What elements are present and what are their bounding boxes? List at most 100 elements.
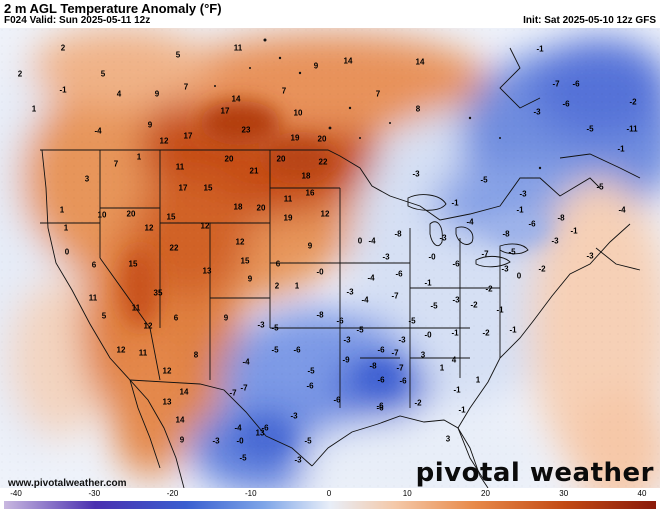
anomaly-value: -7 (481, 249, 489, 259)
anomaly-value: -8 (316, 310, 324, 320)
anomaly-value: 1 (63, 223, 69, 233)
anomaly-value: -1 (59, 85, 67, 95)
anomaly-value: -1 (451, 198, 459, 208)
anomaly-value: -5 (271, 323, 279, 333)
anomaly-value: 14 (179, 387, 189, 397)
anomaly-value: -6 (528, 219, 536, 229)
anomaly-value: -5 (307, 366, 315, 376)
anomaly-value: 1 (475, 375, 481, 385)
anomaly-value: 17 (183, 131, 193, 141)
anomaly-value: -5 (430, 301, 438, 311)
anomaly-value: 10 (97, 210, 107, 220)
anomaly-value: -5 (596, 182, 604, 192)
map-title: 2 m AGL Temperature Anomaly (°F) (4, 1, 222, 16)
anomaly-value: -2 (629, 97, 637, 107)
anomaly-value: -4 (361, 295, 369, 305)
anomaly-value: -8 (557, 213, 565, 223)
anomaly-value: 13 (255, 428, 265, 438)
anomaly-value: -1 (536, 44, 544, 54)
anomaly-value: -4 (618, 205, 626, 215)
anomaly-value: 15 (203, 183, 213, 193)
anomaly-value: -4 (242, 357, 250, 367)
anomaly-value: -5 (304, 436, 312, 446)
anomaly-value: -3 (439, 233, 447, 243)
anomaly-value: -3 (501, 264, 509, 274)
anomaly-value: 12 (235, 237, 245, 247)
anomaly-value: -8 (369, 361, 377, 371)
init-time: Init: Sat 2025-05-10 12z GFS (523, 15, 656, 26)
anomaly-value: 14 (343, 56, 353, 66)
anomaly-value: -6 (376, 401, 384, 411)
anomaly-value: -4 (94, 126, 102, 136)
anomaly-value: -11 (626, 124, 638, 134)
anomaly-value: 13 (202, 266, 212, 276)
anomaly-value: -5 (508, 247, 516, 257)
anomaly-map[interactable]: 2 5 11 5 7 14 2 -1 4 9 1 17 7 9 14 7 14 8 10 -4 9 12 23 17 19 20 7… (0, 28, 660, 488)
colorbar: -40 -30 -20 -10 0 10 20 30 40 (0, 488, 660, 510)
anomaly-value: -6 (395, 269, 403, 279)
anomaly-value: -3 (294, 455, 302, 465)
anomaly-value: -0 (236, 436, 244, 446)
anomaly-value: -4 (234, 423, 242, 433)
anomaly-value: 22 (318, 157, 328, 167)
anomaly-value: -7 (391, 291, 399, 301)
anomaly-value: 14 (175, 415, 185, 425)
colorbar-tick: 20 (481, 489, 490, 498)
anomaly-value: 9 (154, 89, 160, 99)
anomaly-value: -6 (572, 79, 580, 89)
anomaly-value: 11 (283, 194, 293, 204)
anomaly-value: -6 (333, 395, 341, 405)
anomaly-value: 5 (100, 69, 106, 79)
colorbar-tick: 0 (326, 489, 332, 498)
colorbar-tick: -20 (166, 489, 179, 498)
anomaly-value: 10 (293, 108, 303, 118)
anomaly-value: 9 (179, 435, 185, 445)
anomaly-value: 11 (138, 348, 148, 358)
anomaly-value: 18 (233, 202, 243, 212)
anomaly-value: 1 (136, 152, 142, 162)
colorbar-tick: -10 (244, 489, 257, 498)
anomaly-value: 4 (116, 89, 122, 99)
colorbar-gradient (4, 501, 656, 509)
anomaly-value: -4 (367, 273, 375, 283)
anomaly-value: -1 (458, 405, 466, 415)
anomaly-value: -2 (538, 264, 546, 274)
anomaly-value: -9 (342, 355, 350, 365)
anomaly-value: 12 (200, 221, 210, 231)
anomaly-value: -3 (257, 320, 265, 330)
anomaly-value: 2 (60, 43, 66, 53)
anomaly-value: -1 (496, 305, 504, 315)
anomaly-value: -5 (239, 453, 247, 463)
website-label[interactable]: www.pivotalweather.com (8, 478, 127, 489)
anomaly-value: -0 (424, 330, 432, 340)
valid-time: F024 Valid: Sun 2025-05-11 12z (4, 15, 151, 26)
anomaly-value: -3 (212, 436, 220, 446)
anomaly-value: -1 (570, 226, 578, 236)
anomaly-value: -7 (552, 79, 560, 89)
anomaly-value: -6 (261, 423, 269, 433)
anomaly-value: -8 (502, 229, 510, 239)
anomaly-value: -6 (293, 345, 301, 355)
anomaly-value: -3 (346, 287, 354, 297)
anomaly-value: -3 (519, 189, 527, 199)
colorbar-tick: -40 (10, 489, 22, 498)
anomaly-value: -5 (408, 316, 416, 326)
anomaly-value: 1 (31, 104, 37, 114)
anomaly-value: 1 (59, 205, 65, 215)
anomaly-value: 14 (415, 57, 425, 67)
anomaly-value: -3 (533, 107, 541, 117)
anomaly-value: 35 (153, 288, 163, 298)
anomaly-value: 1 (294, 281, 300, 291)
anomaly-value: 18 (301, 171, 311, 181)
anomaly-value: 20 (224, 154, 234, 164)
anomaly-value: -0 (316, 267, 324, 277)
anomaly-value: 13 (162, 397, 172, 407)
anomaly-value: -5 (480, 175, 488, 185)
anomaly-value: 7 (183, 82, 189, 92)
anomaly-value: 11 (175, 162, 185, 172)
anomaly-value: 6 (91, 260, 97, 270)
anomaly-value: 3 (84, 174, 90, 184)
anomaly-value: 6 (173, 313, 179, 323)
anomaly-value: -1 (451, 328, 459, 338)
anomaly-value: 17 (220, 106, 230, 116)
